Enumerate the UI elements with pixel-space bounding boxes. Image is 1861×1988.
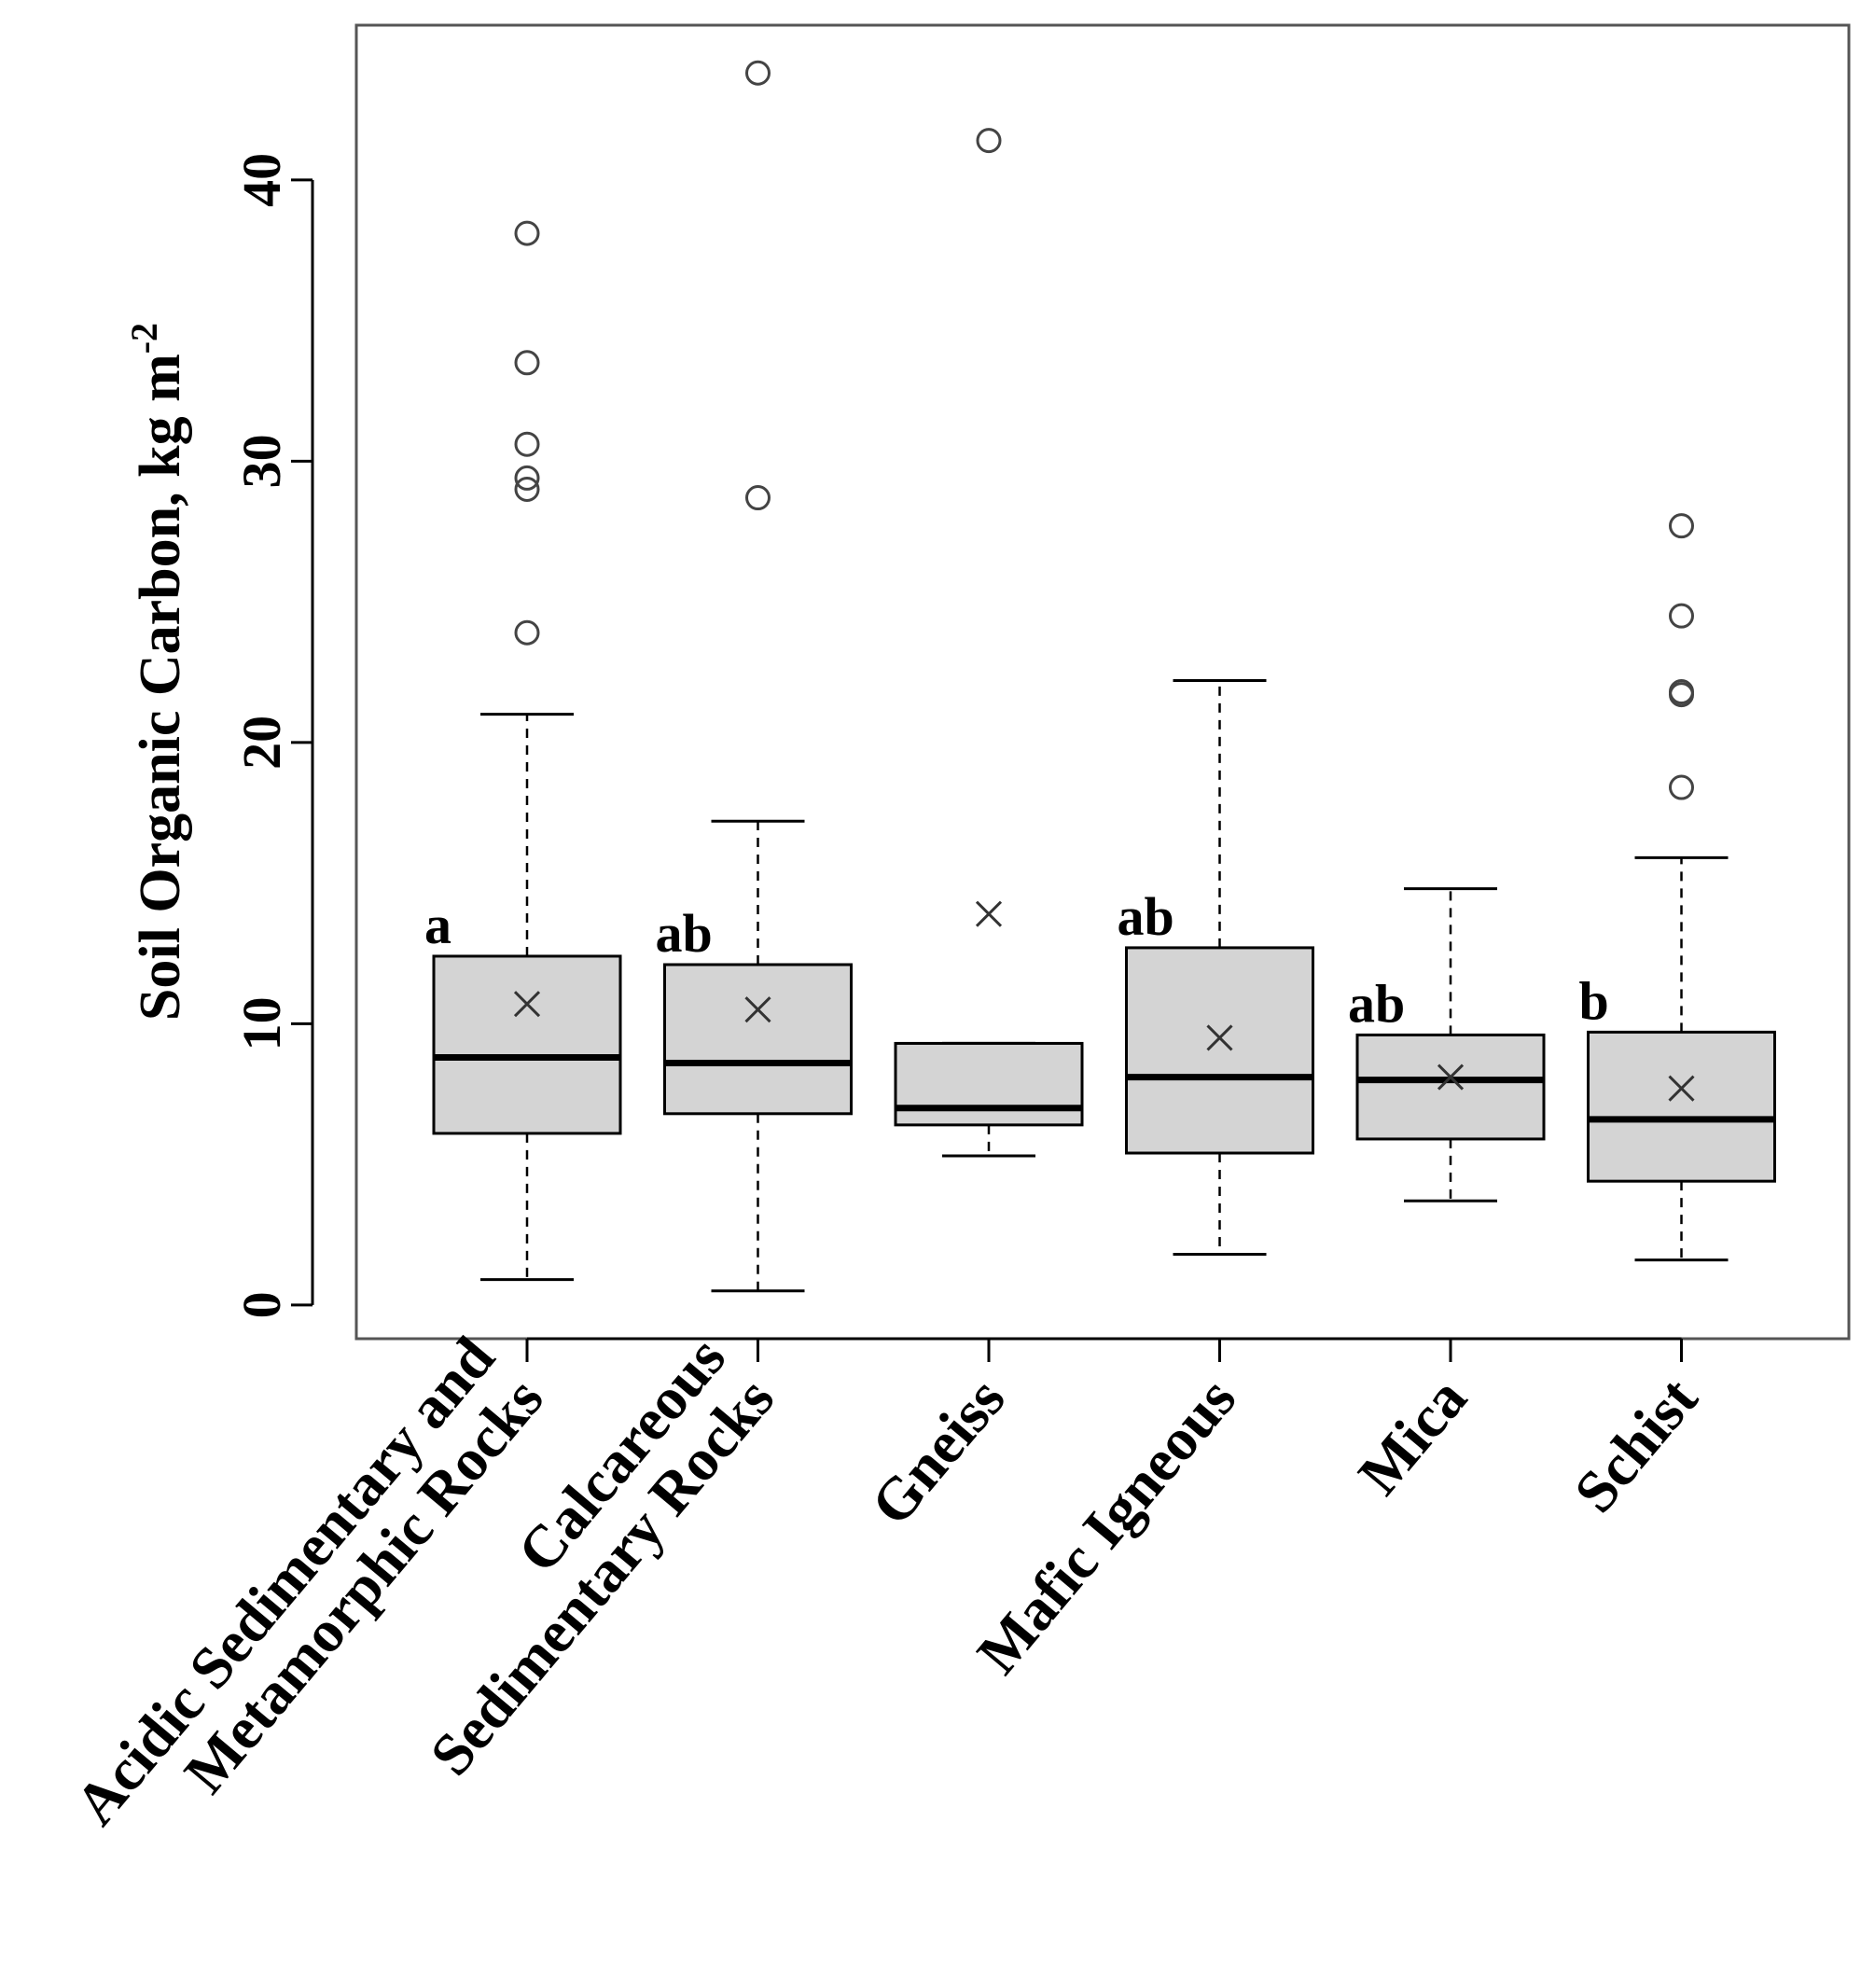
mean-marker <box>1437 1064 1465 1091</box>
significance-label: ab <box>656 903 713 964</box>
mean-marker <box>744 996 771 1023</box>
outlier-point <box>1669 679 1694 705</box>
category-label: Acidic Sedimentary andMetamorphic Rocks <box>62 1325 555 1878</box>
category-label: Mica <box>1345 1365 1479 1507</box>
y-tick-label: 40 <box>231 153 292 207</box>
outlier-point <box>976 128 1002 154</box>
boxes-layer: a ab ab ab b <box>424 60 1776 1293</box>
category-label-line: Mica <box>1345 1365 1479 1507</box>
y-tick-label: 30 <box>231 434 292 488</box>
box <box>432 954 622 1135</box>
category-label: Schist <box>1562 1365 1711 1524</box>
outlier-point <box>514 476 540 502</box>
significance-label: a <box>424 895 451 955</box>
y-tick-label: 0 <box>231 1291 292 1318</box>
outlier-point <box>514 350 540 376</box>
category-label-line: Schist <box>1562 1365 1711 1524</box>
box-group <box>894 128 1084 1158</box>
y-axis-label-superscript: -2 <box>123 323 165 354</box>
outlier-point <box>514 220 540 246</box>
outlier-point <box>1669 513 1694 539</box>
mean-marker <box>975 900 1003 927</box>
outlier-point <box>514 465 540 491</box>
box-group: a <box>424 220 622 1282</box>
box-group: b <box>1579 513 1776 1262</box>
box <box>894 1041 1084 1127</box>
y-tick-label: 10 <box>231 996 292 1050</box>
outlier-point <box>745 60 771 86</box>
outlier-point <box>1669 603 1694 629</box>
significance-label: b <box>1579 970 1609 1031</box>
box <box>1125 946 1314 1155</box>
outlier-point <box>514 431 540 457</box>
y-axis: 0 10 20 30 40 <box>231 153 314 1318</box>
significance-label: ab <box>1348 973 1405 1034</box>
box-group: ab <box>1348 887 1546 1203</box>
outlier-point <box>1669 774 1694 800</box>
category-label: Gneiss <box>858 1365 1018 1537</box>
mean-marker <box>513 991 541 1018</box>
box-group: ab <box>1118 678 1314 1257</box>
y-axis-label-text: Soil Organic Carbon, kg m <box>129 354 192 1021</box>
box <box>1587 1030 1776 1183</box>
y-tick-label: 20 <box>231 716 292 770</box>
box-group: ab <box>656 60 853 1293</box>
category-label-line: Gneiss <box>858 1365 1018 1537</box>
outlier-point <box>514 619 540 646</box>
mean-marker <box>1668 1075 1695 1102</box>
x-axis: Acidic Sedimentary andMetamorphic RocksC… <box>62 1325 1711 1878</box>
y-axis-label: Soil Organic Carbon, kg m-2 <box>123 323 192 1021</box>
box <box>663 963 853 1116</box>
mean-marker <box>1206 1024 1233 1051</box>
significance-label: ab <box>1118 886 1174 947</box>
box <box>1355 1033 1546 1141</box>
outlier-point <box>745 485 771 511</box>
